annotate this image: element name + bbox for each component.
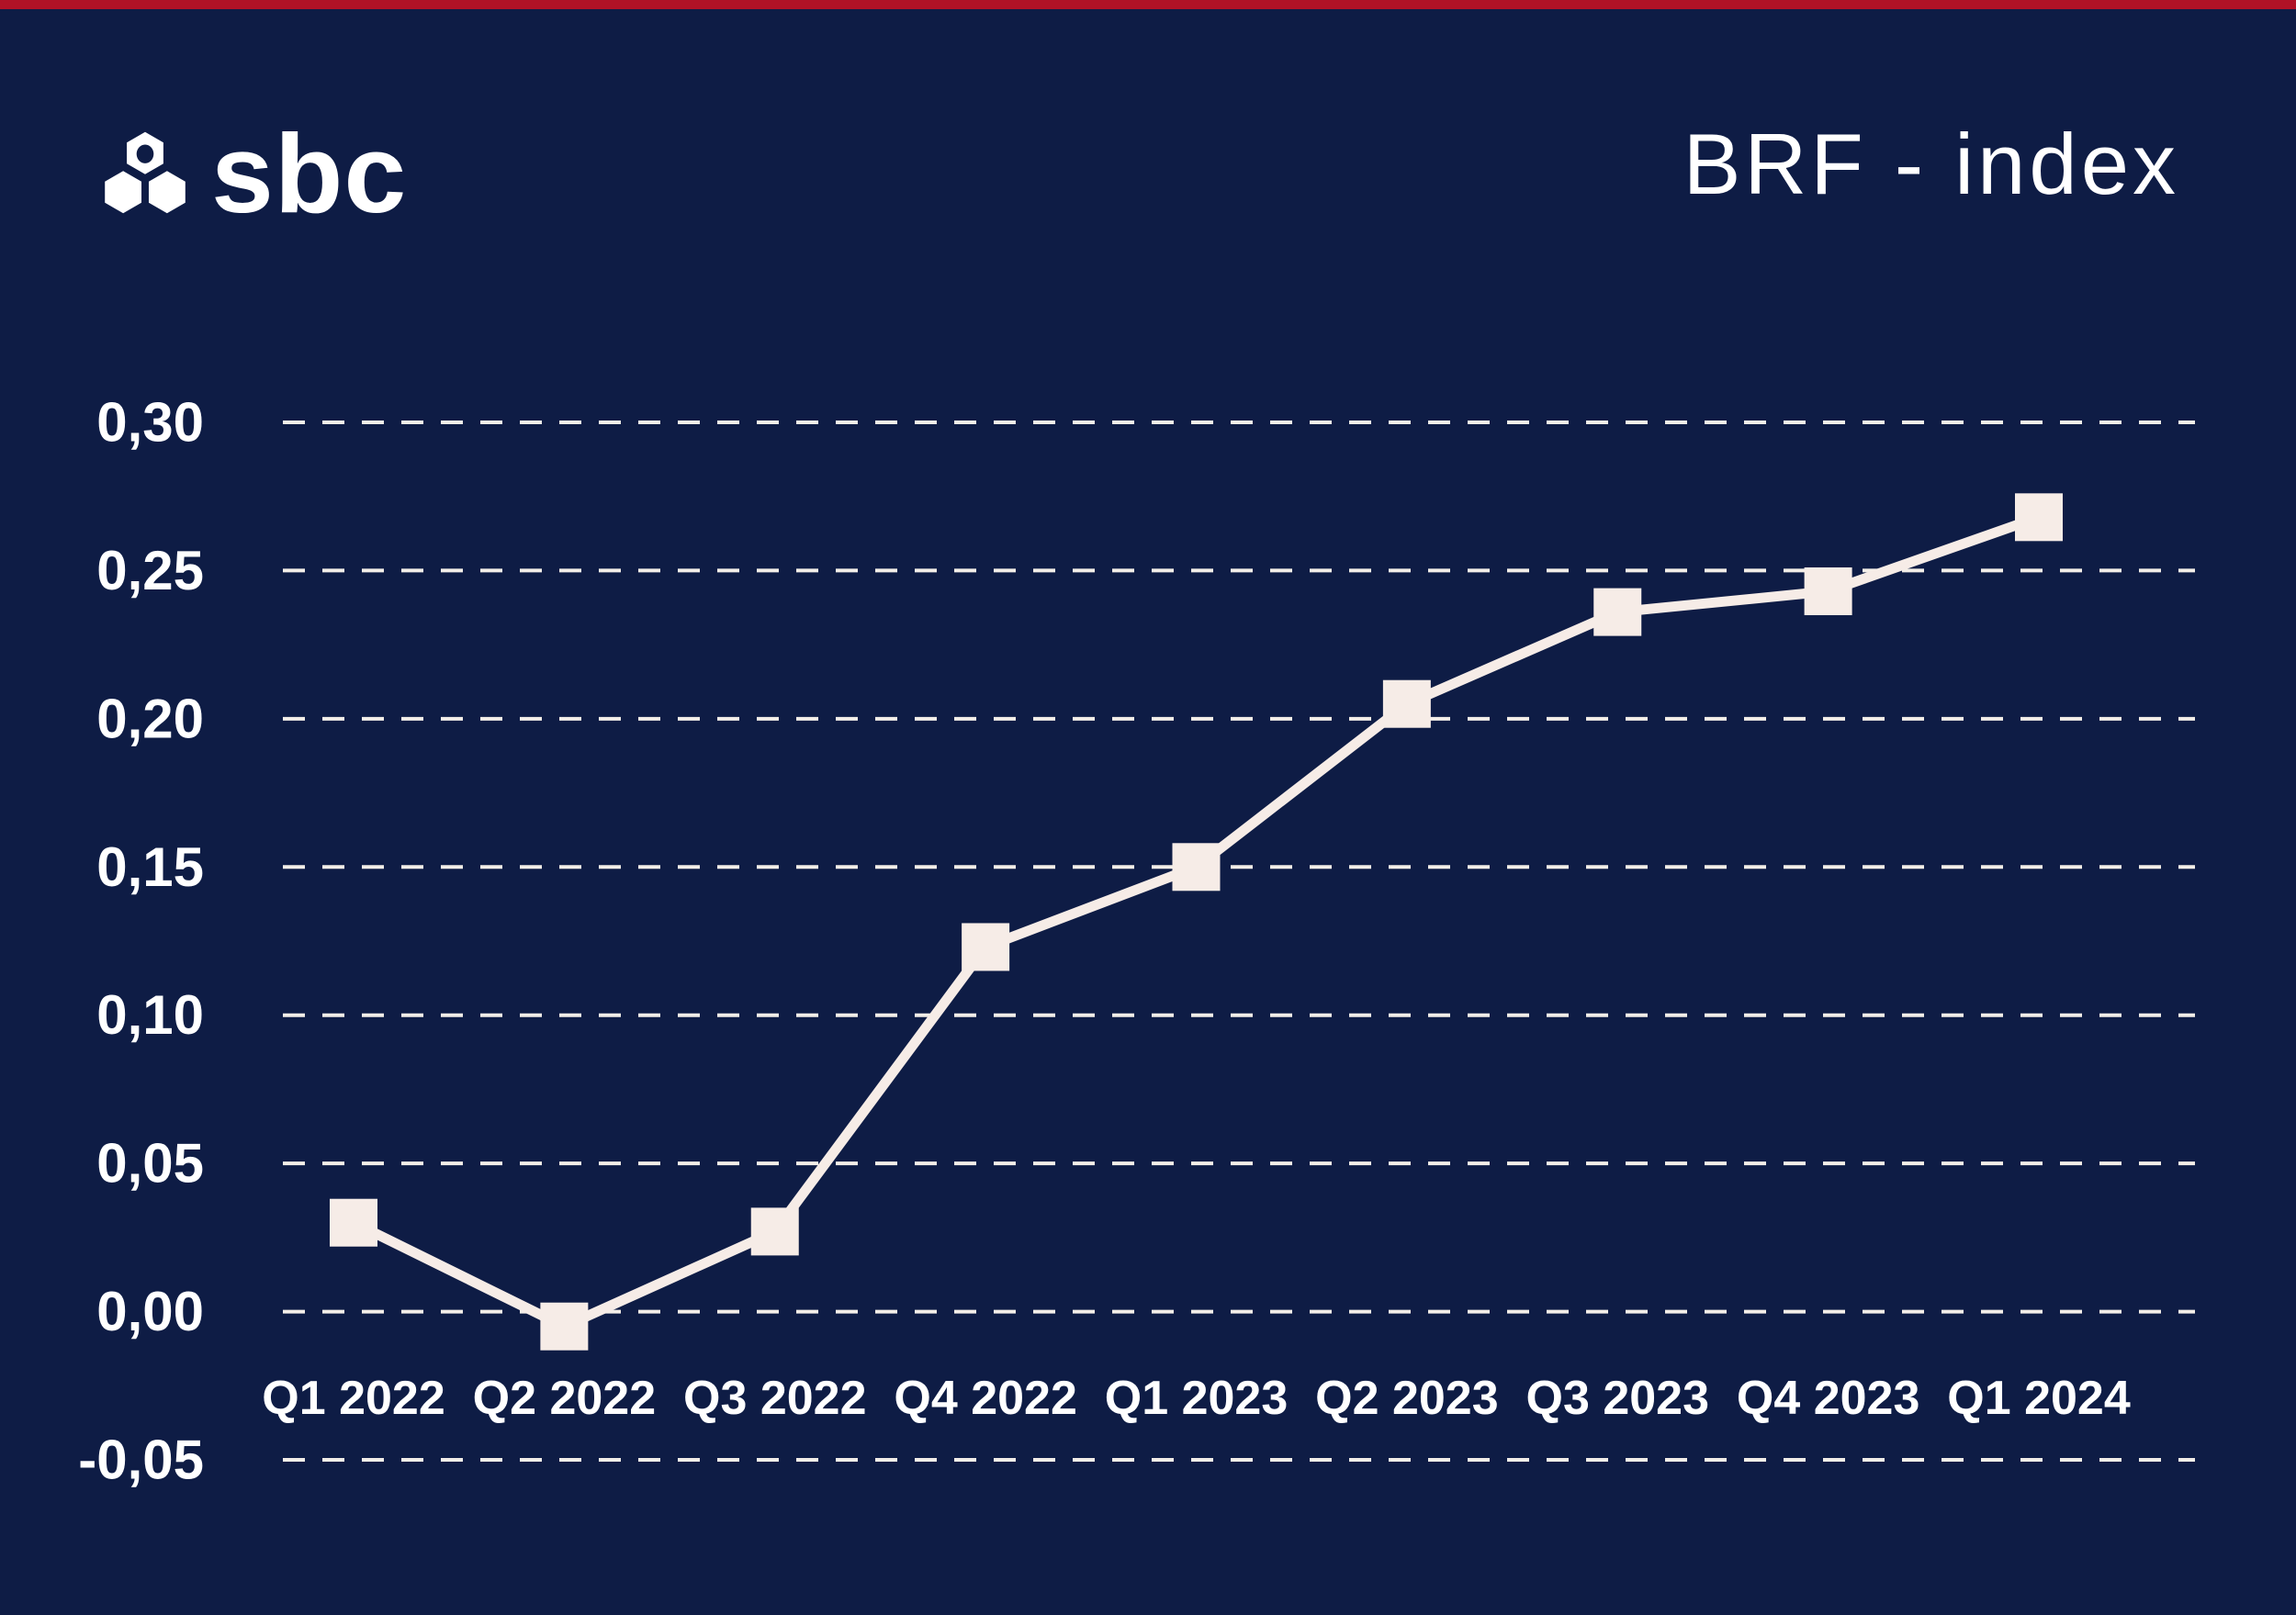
- y-axis-tick-label: -0,05: [78, 1430, 204, 1491]
- y-axis-tick-label: 0,05: [96, 1133, 204, 1194]
- y-axis-tick-label: 0,25: [96, 540, 204, 601]
- header: sbc BRF - index: [0, 0, 2296, 275]
- y-axis-tick-label: 0,15: [96, 836, 204, 898]
- y-axis-tick-label: 0,20: [96, 688, 204, 749]
- data-point-marker: [330, 1198, 377, 1247]
- x-axis-label: Q4 2023: [1737, 1372, 1920, 1425]
- data-point-marker: [962, 923, 1010, 971]
- data-point-marker: [1804, 567, 1852, 616]
- data-point-marker: [1172, 843, 1221, 892]
- data-line: [351, 512, 2041, 1332]
- top-accent-bar: [0, 0, 2296, 9]
- x-axis-label: Q1 2023: [1105, 1372, 1289, 1425]
- x-axis-label: Q3 2023: [1526, 1372, 1710, 1425]
- sbc-logo: sbc: [103, 111, 408, 237]
- x-axis-label: Q2 2023: [1315, 1372, 1499, 1425]
- x-axis-label: Q1 2024: [1947, 1372, 2131, 1425]
- sbc-logo-text: sbc: [211, 111, 408, 237]
- sbc-logo-hexagons-icon: [105, 131, 186, 214]
- data-point-marker: [1382, 679, 1431, 728]
- page-title: BRF - index: [1683, 116, 2179, 212]
- data-point-marker: [1593, 588, 1642, 636]
- data-point-marker: [750, 1207, 799, 1256]
- x-axis-label: Q2 2022: [473, 1372, 657, 1425]
- x-axis-label: Q1 2022: [262, 1372, 445, 1425]
- x-axis-label: Q3 2022: [683, 1372, 867, 1425]
- x-axis-label: Q4 2022: [894, 1372, 1077, 1425]
- y-axis-tick-label: 0,10: [96, 984, 204, 1046]
- y-axis-tick-label: 0,00: [96, 1281, 204, 1342]
- data-point-marker: [2015, 493, 2063, 542]
- y-axis-tick-label: 0,30: [96, 392, 204, 454]
- data-point-marker: [540, 1302, 589, 1351]
